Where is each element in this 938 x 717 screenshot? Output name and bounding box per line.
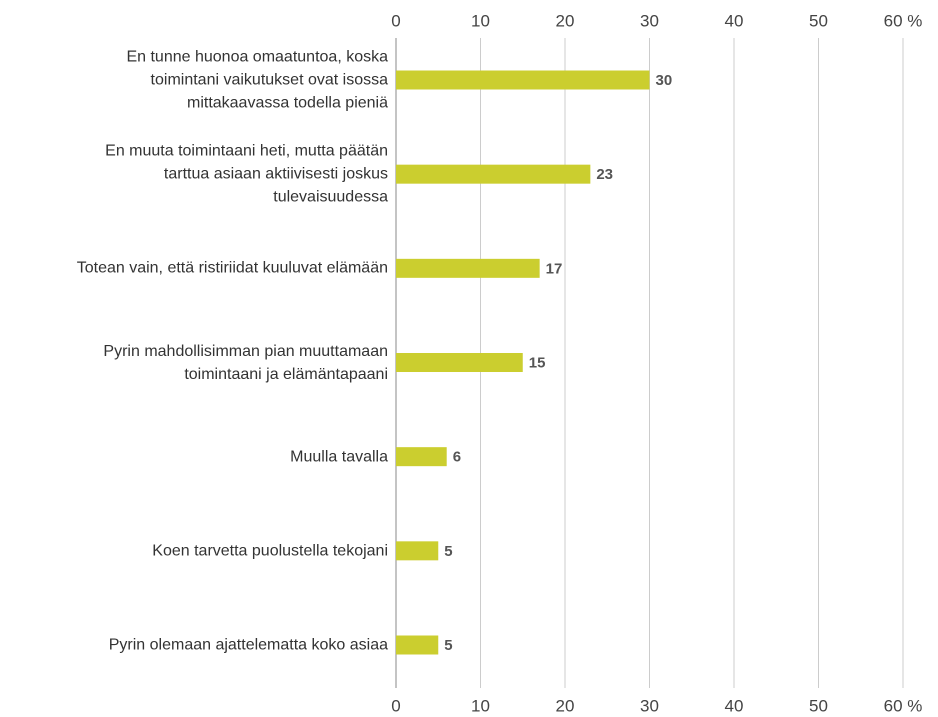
bar [396,635,439,655]
x-tick-label: 10 [471,11,490,30]
bar [396,447,447,467]
value-label: 17 [546,260,563,277]
x-tick-label: 50 [809,696,828,715]
x-tick-label: 0 [391,696,400,715]
x-tick-label: 20 [556,11,575,30]
bar [396,164,591,184]
category-label: Totean vain, että ristiriidat kuuluvat e… [76,259,388,277]
x-tick-label: 20 [556,696,575,715]
x-tick-label: 30 [640,11,659,30]
x-tick-label: 50 [809,11,828,30]
value-label: 23 [596,166,613,183]
x-tick-label: 60 % [884,11,923,30]
x-tick-label: 0 [391,11,400,30]
bar [396,541,439,561]
category-label: Pyrin mahdollisimman pian muuttamaan toi… [103,342,388,383]
value-label: 30 [656,72,673,89]
category-label: Pyrin olemaan ajattelematta koko asiaa [108,636,388,654]
value-label: 6 [453,449,461,466]
category-label: Muulla tavalla [290,448,388,466]
category-label: En muuta toimintaani heti, mutta päätän … [105,142,388,206]
value-label: 15 [529,354,546,371]
x-tick-label: 40 [725,696,744,715]
x-tick-label: 60 % [884,696,923,715]
x-tick-label: 40 [725,11,744,30]
bar [396,258,540,278]
x-tick-label: 10 [471,696,490,715]
bar [396,353,523,372]
x-tick-label: 30 [640,696,659,715]
category-label: En tunne huonoa omaatuntoa, koska toimin… [126,48,388,112]
value-label: 5 [444,543,452,560]
bar [396,70,650,90]
category-label: Koen tarvetta puolustella tekojani [152,542,388,560]
value-label: 5 [444,637,452,654]
